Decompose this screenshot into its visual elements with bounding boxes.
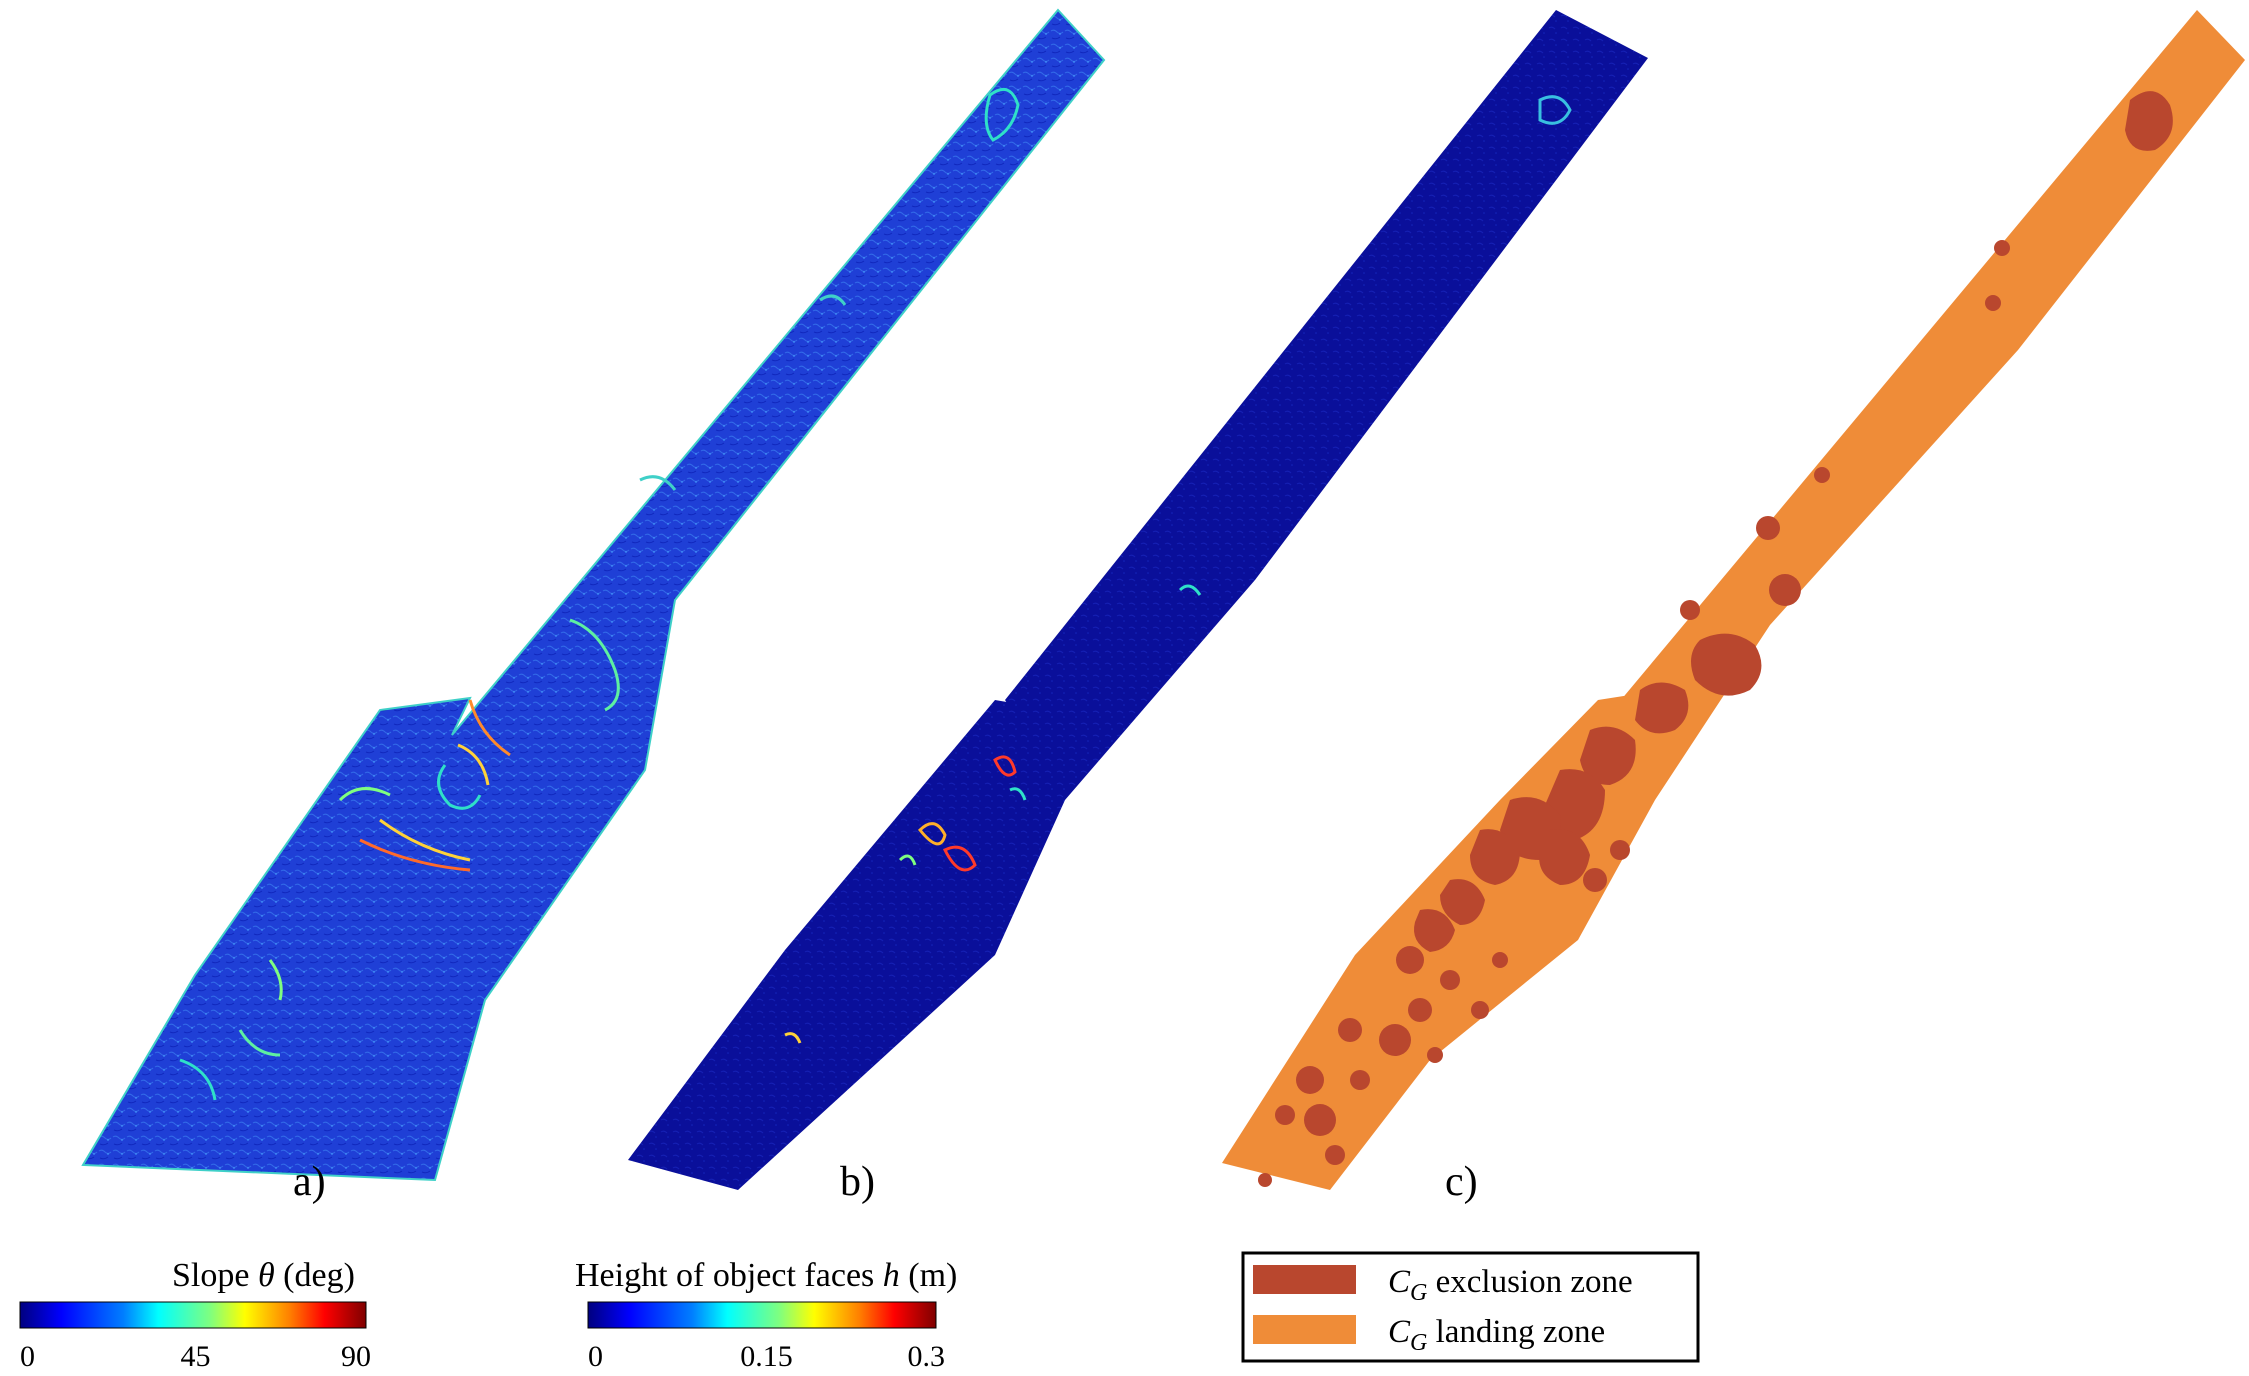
colorbar-slope-tick-label: 90 bbox=[341, 1340, 371, 1373]
colorbar-slope: Slope θ (deg) 0 45 90 bbox=[19, 1257, 371, 1373]
colorbar-height: Height of object faces h (m) 0 0.15 0.3 bbox=[575, 1257, 957, 1373]
panel-label-a: a) bbox=[293, 1159, 326, 1205]
slope-map-strip bbox=[81, 8, 1106, 1182]
colorbar-height-tick-label: 0 bbox=[588, 1340, 603, 1373]
slope-features bbox=[179, 87, 1020, 1101]
legend: CG exclusion zone CG landing zone bbox=[1241, 1251, 1700, 1363]
panel-label-b: b) bbox=[840, 1159, 875, 1205]
colorbar-slope-title: Slope θ (deg) bbox=[172, 1257, 355, 1294]
colorbar-slope-ticks: 0 45 90 bbox=[20, 1340, 371, 1373]
panel-c-landing-map bbox=[1222, 10, 2245, 1190]
colorbar-slope-tick-label: 0 bbox=[20, 1340, 35, 1373]
legend-label-landing: CG landing zone bbox=[1388, 1314, 1605, 1356]
height-features bbox=[784, 95, 1572, 1044]
exclusion-zones bbox=[1258, 91, 2173, 1187]
panel-a-slope-map bbox=[81, 8, 1106, 1182]
colorbar-height-tick-label: 0.3 bbox=[908, 1340, 946, 1373]
legend-swatch-landing bbox=[1253, 1315, 1356, 1344]
legend-label-exclusion: CG exclusion zone bbox=[1388, 1264, 1633, 1306]
colorbar-height-bar bbox=[587, 1301, 937, 1329]
colorbar-slope-bar bbox=[19, 1301, 367, 1329]
landing-map-strip bbox=[1222, 10, 2245, 1190]
colorbar-slope-tick-label: 45 bbox=[181, 1340, 211, 1373]
panel-label-c: c) bbox=[1445, 1159, 1478, 1205]
legend-swatch-exclusion bbox=[1253, 1265, 1356, 1294]
height-map-strip bbox=[628, 10, 1648, 1190]
colorbar-height-title: Height of object faces h (m) bbox=[575, 1257, 957, 1294]
colorbar-height-tick-label: 0.15 bbox=[740, 1340, 793, 1373]
colorbar-height-ticks: 0 0.15 0.3 bbox=[588, 1340, 945, 1373]
panel-b-height-map bbox=[628, 10, 1648, 1190]
